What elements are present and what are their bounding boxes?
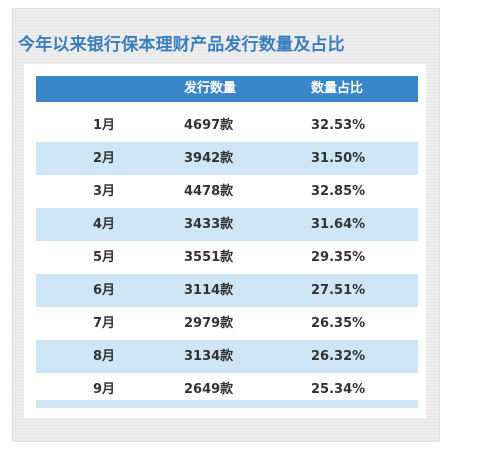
table-row: 1月 4697款 32.53% — [36, 109, 418, 142]
header-share: 数量占比 — [311, 81, 364, 96]
month-cell: 5月 — [93, 250, 116, 265]
month-cell: 8月 — [93, 349, 116, 364]
share-cell: 26.35% — [311, 316, 366, 331]
share-cell: 31.50% — [311, 151, 366, 166]
table-row: 7月 2979款 26.35% — [36, 307, 418, 340]
table-row: 5月 3551款 29.35% — [36, 241, 418, 274]
table-row: 2月 3942款 31.50% — [36, 142, 418, 175]
table-footer-strip — [36, 400, 418, 408]
month-cell: 4月 — [93, 217, 116, 232]
share-cell: 27.51% — [311, 283, 366, 298]
share-cell: 32.53% — [311, 118, 366, 133]
month-cell: 9月 — [93, 382, 116, 397]
table-row: 6月 3114款 27.51% — [36, 274, 418, 307]
table-row: 9月 2649款 25.34% — [36, 373, 418, 406]
chart-title: 今年以来银行保本理财产品发行数量及占比 — [18, 35, 345, 55]
share-cell: 26.32% — [311, 349, 366, 364]
count-cell: 4697款 — [184, 118, 234, 133]
month-cell: 7月 — [93, 316, 116, 331]
table-card: 发行数量 数量占比 1月 4697款 32.53% 2月 3942款 31.50… — [24, 64, 426, 418]
count-cell: 2649款 — [184, 382, 234, 397]
count-cell: 3942款 — [184, 151, 234, 166]
month-cell: 2月 — [93, 151, 116, 166]
table-body: 1月 4697款 32.53% 2月 3942款 31.50% 3月 4478款… — [36, 109, 418, 406]
table-row: 8月 3134款 26.32% — [36, 340, 418, 373]
month-cell: 6月 — [93, 283, 116, 298]
table-row: 3月 4478款 32.85% — [36, 175, 418, 208]
header-count: 发行数量 — [184, 81, 237, 96]
month-cell: 3月 — [93, 184, 116, 199]
month-cell: 1月 — [93, 118, 116, 133]
count-cell: 3433款 — [184, 217, 234, 232]
share-cell: 29.35% — [311, 250, 366, 265]
count-cell: 2979款 — [184, 316, 234, 331]
count-cell: 3551款 — [184, 250, 234, 265]
count-cell: 3134款 — [184, 349, 234, 364]
count-cell: 3114款 — [184, 283, 234, 298]
table-row: 4月 3433款 31.64% — [36, 208, 418, 241]
share-cell: 32.85% — [311, 184, 366, 199]
share-cell: 25.34% — [311, 382, 366, 397]
table-header: 发行数量 数量占比 — [36, 76, 418, 102]
count-cell: 4478款 — [184, 184, 234, 199]
share-cell: 31.64% — [311, 217, 366, 232]
